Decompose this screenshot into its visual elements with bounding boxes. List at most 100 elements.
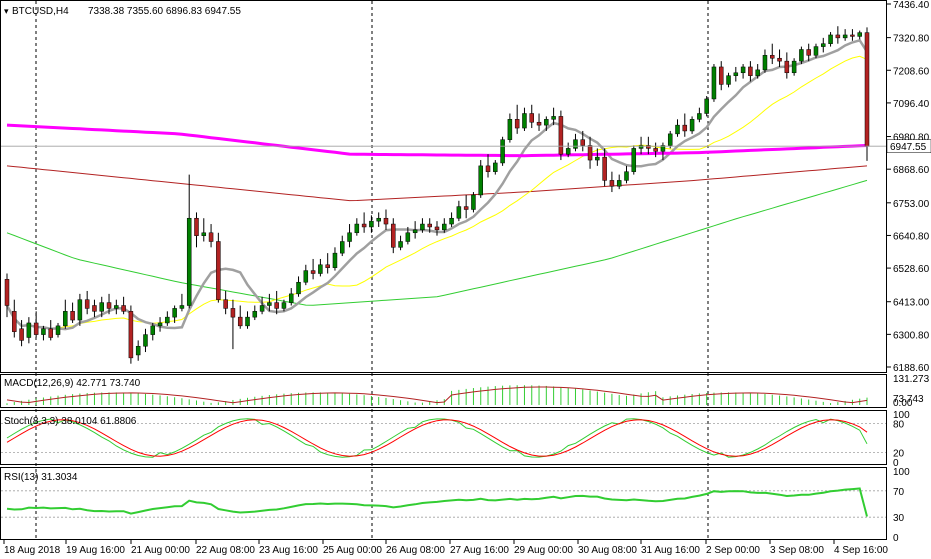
candle-bull xyxy=(420,223,425,231)
candle-bull xyxy=(828,34,833,44)
candle-bull xyxy=(689,119,695,132)
moving-averages xyxy=(5,38,869,331)
price-axis-tick-label: 6528.60 xyxy=(893,264,930,275)
price-axis-tick-label: 6753.00 xyxy=(893,199,930,210)
time-axis-tick-label: 4 Sep 16:00 xyxy=(834,545,888,556)
time-axis-tick-label: 30 Aug 08:00 xyxy=(578,545,637,556)
rsi-axis-label: 0 xyxy=(893,533,899,544)
price-axis-tick-label: 6300.80 xyxy=(893,330,930,341)
candle-bear xyxy=(864,32,870,147)
candle-bull xyxy=(77,299,83,321)
candle-bear xyxy=(12,311,17,332)
candle-bull xyxy=(201,232,207,236)
rsi-panel-frame xyxy=(0,467,887,540)
candle-bear xyxy=(602,156,607,181)
macd-signal-line xyxy=(6,386,868,404)
main-chart-frame xyxy=(0,0,887,373)
candle-bear xyxy=(806,49,811,56)
candle-bull xyxy=(150,325,156,335)
candle-bear xyxy=(784,60,790,74)
candle-bull xyxy=(354,223,360,234)
time-axis-tick-label: 21 Aug 00:00 xyxy=(131,545,190,556)
candle-bull xyxy=(638,145,644,149)
rsi-axis-label: 30 xyxy=(893,513,905,524)
candle-bull xyxy=(55,325,61,335)
candle-bear xyxy=(310,270,316,274)
candle-bull xyxy=(303,270,309,283)
current-price-tag xyxy=(886,139,931,153)
candle-bear xyxy=(391,223,396,248)
candle-bull xyxy=(551,116,556,120)
candle-bear xyxy=(19,328,24,341)
stoch-signal-line xyxy=(6,419,868,457)
candle-bull xyxy=(471,194,476,210)
candle-bull xyxy=(114,305,119,309)
candle-bull xyxy=(296,281,301,295)
time-axis-tick-label: 2 Sep 00:00 xyxy=(706,545,760,556)
candle-bear xyxy=(33,322,39,335)
candle-bull xyxy=(157,322,163,327)
ma-green-line xyxy=(6,179,868,306)
candle-bull xyxy=(405,232,411,242)
candle-bear xyxy=(850,34,855,37)
candle-bear xyxy=(748,66,753,76)
ma-yellow-line xyxy=(6,55,868,330)
rsi-title: RSI(13) 31.3034 xyxy=(4,472,78,483)
candle-bull xyxy=(456,206,462,219)
candle-bull xyxy=(544,119,549,126)
candle-bull xyxy=(63,311,68,327)
ma-magenta-line xyxy=(6,123,868,158)
candle-bear xyxy=(274,302,279,309)
candle-bull xyxy=(376,217,381,222)
candle-bear xyxy=(835,34,841,39)
candle-bull xyxy=(842,34,848,39)
candle-bear xyxy=(106,302,112,309)
current-price-label: 6947.55 xyxy=(890,142,927,153)
price-axis-tick-label: 7436.40 xyxy=(893,0,930,11)
candle-bull xyxy=(347,232,352,242)
time-axis-tick-label: 25 Aug 00:00 xyxy=(323,545,382,556)
time-axis-tick-label: 27 Aug 16:00 xyxy=(450,545,509,556)
candle-bear xyxy=(580,139,586,146)
stoch-axis-label: 100 xyxy=(893,410,910,421)
candle-bull xyxy=(573,139,578,149)
candle-bull xyxy=(755,69,760,76)
candle-bull xyxy=(733,72,739,76)
rsi-indicator: 100 70 30 0 xyxy=(1,467,910,544)
candle-bull xyxy=(41,328,46,335)
candle-bull xyxy=(624,171,629,181)
candle-bull xyxy=(595,156,600,161)
candle-bull xyxy=(340,241,345,254)
candle-bull xyxy=(697,113,702,120)
time-axis-tick-label: 18 Aug 2018 xyxy=(4,545,61,556)
candle-bull xyxy=(332,252,338,268)
candle-bear xyxy=(485,165,491,172)
candle-bull xyxy=(660,145,666,152)
candle-bull xyxy=(667,133,673,146)
rsi-line xyxy=(6,487,868,517)
price-axis-tick-label: 7320.80 xyxy=(893,34,930,45)
candle-bull xyxy=(245,316,250,327)
price-axis-tick-label: 6413.00 xyxy=(893,298,930,309)
candle-bull xyxy=(762,55,768,71)
candle-bear xyxy=(646,145,651,149)
candle-bear xyxy=(361,223,367,228)
candle-bull xyxy=(507,119,513,140)
candle-bull xyxy=(493,162,498,172)
candle-bull xyxy=(857,32,862,37)
candle-bull xyxy=(500,139,505,164)
time-axis-tick-label: 26 Aug 08:00 xyxy=(386,545,445,556)
candle-bull xyxy=(26,322,32,338)
candle-bear xyxy=(92,305,97,312)
candle-bull xyxy=(675,124,680,135)
candle-bear xyxy=(84,299,90,309)
candle-bear xyxy=(216,241,221,300)
stoch-axis-label: 80 xyxy=(893,420,905,431)
candle-bull xyxy=(726,75,731,85)
price-axis-tick-label: 6980.80 xyxy=(893,133,930,144)
candle-bull xyxy=(631,148,637,172)
candle-bear xyxy=(682,124,688,132)
candle-bear xyxy=(434,226,440,231)
